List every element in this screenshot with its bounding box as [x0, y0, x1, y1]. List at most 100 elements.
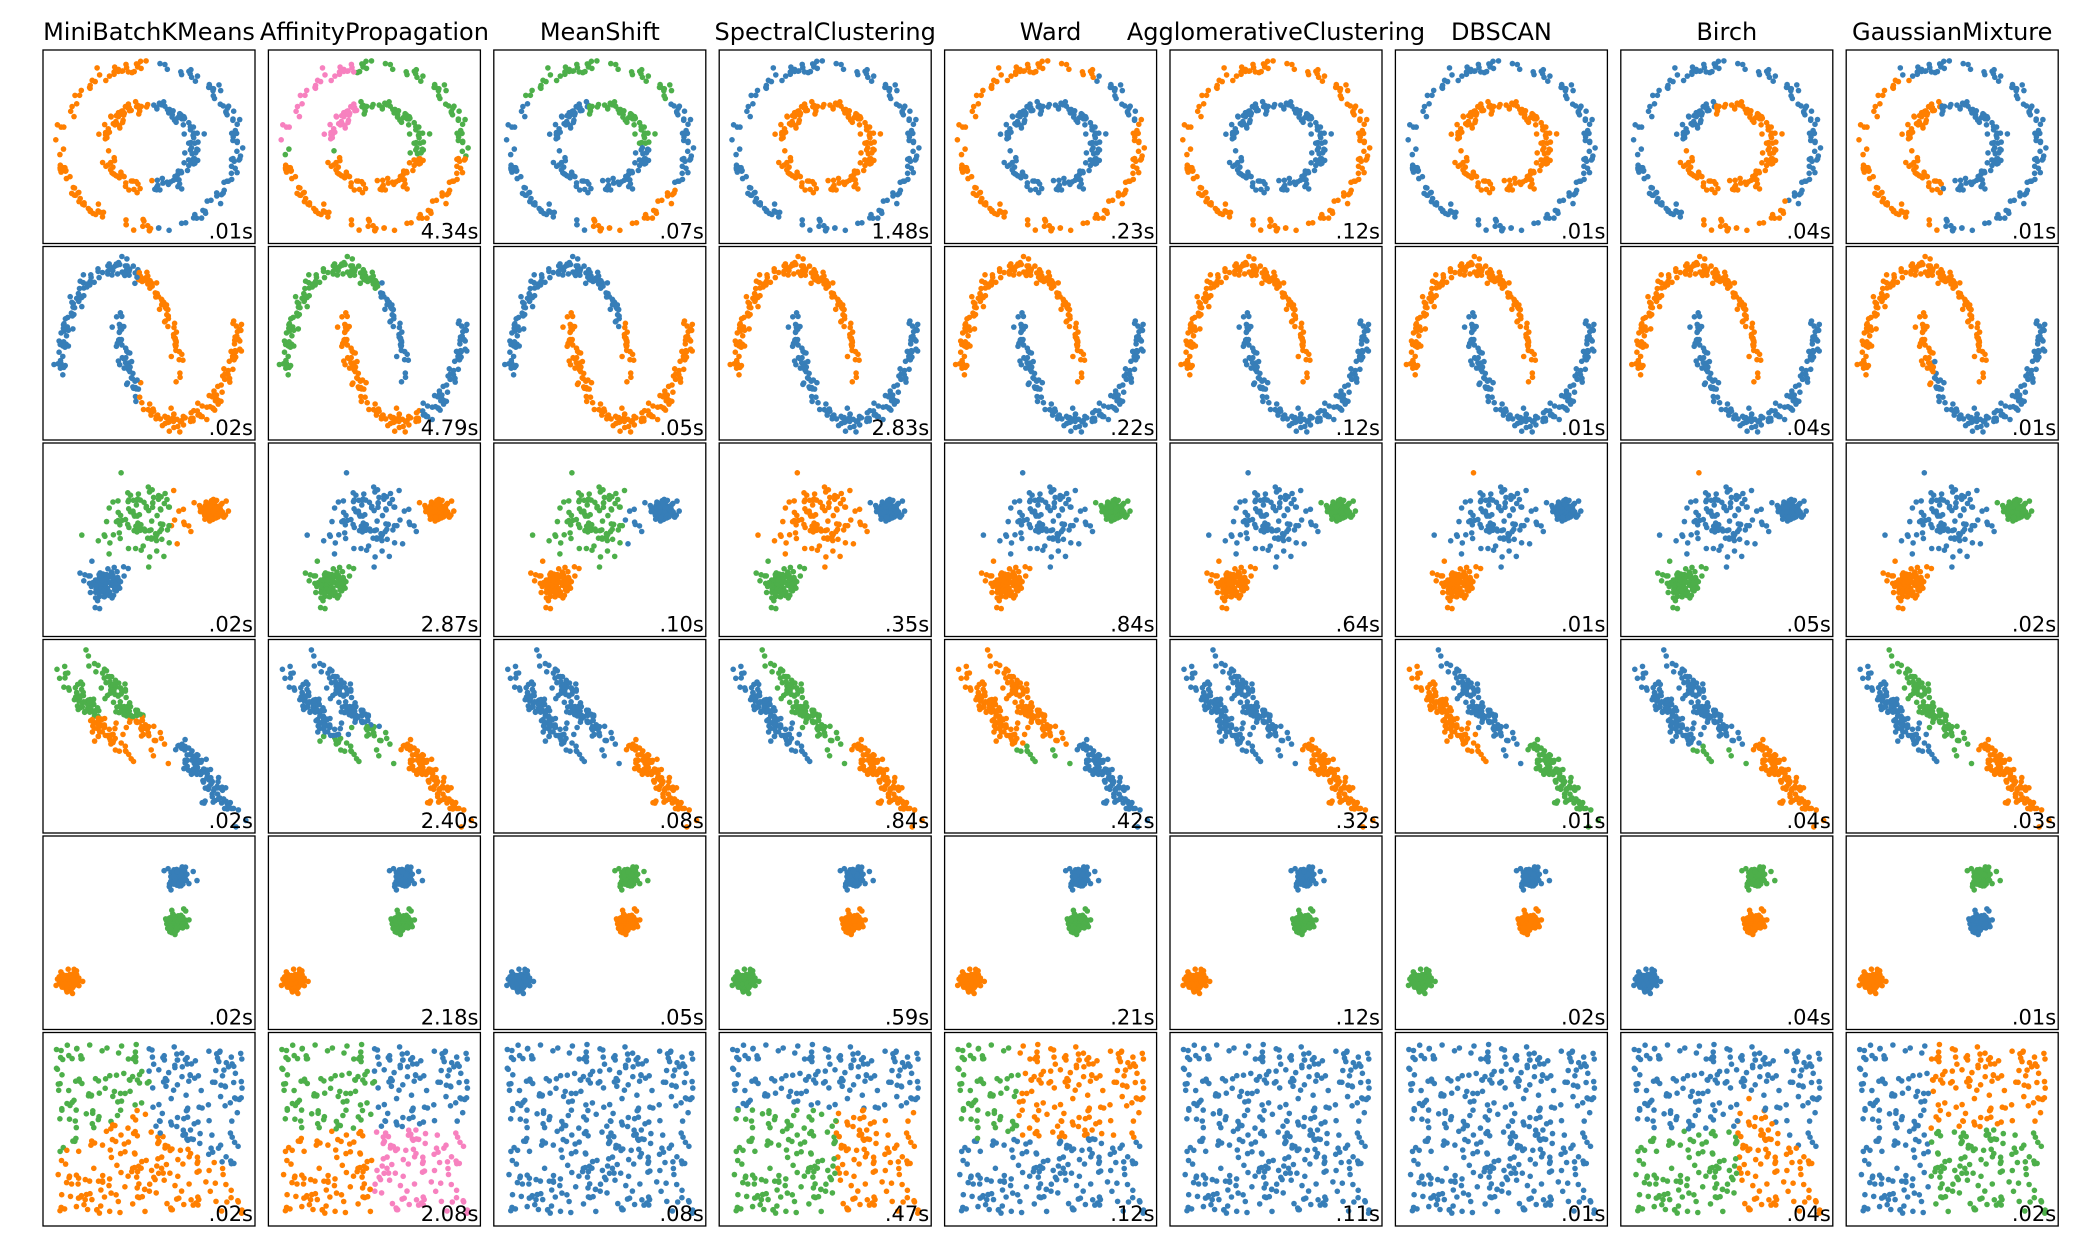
- point: [1363, 157, 1369, 163]
- point: [109, 324, 115, 330]
- point: [212, 398, 219, 404]
- point: [1222, 201, 1229, 207]
- point: [1125, 178, 1132, 184]
- point: [897, 187, 904, 194]
- point: [567, 125, 574, 131]
- point: [92, 78, 98, 85]
- point: [117, 125, 123, 131]
- point: [278, 137, 285, 143]
- point: [291, 327, 297, 334]
- point: [684, 148, 691, 155]
- point: [276, 361, 283, 368]
- point: [459, 138, 466, 145]
- point: [296, 311, 303, 318]
- point: [1268, 218, 1274, 224]
- point: [910, 328, 917, 335]
- column-title: DBSCAN: [1451, 18, 1552, 46]
- point: [1319, 211, 1325, 218]
- point: [1511, 102, 1517, 108]
- point: [1632, 122, 1638, 128]
- point: [510, 372, 517, 378]
- point: [284, 364, 290, 371]
- point: [234, 148, 240, 155]
- point: [1898, 208, 1905, 214]
- point: [397, 337, 404, 343]
- point: [1354, 379, 1360, 385]
- point: [793, 361, 799, 368]
- point: [217, 200, 224, 207]
- panel-frame: [493, 49, 707, 245]
- point: [1732, 177, 1738, 184]
- point: [171, 411, 177, 418]
- point: [1012, 120, 1018, 127]
- point: [1588, 157, 1595, 163]
- point: [1280, 294, 1286, 300]
- point: [60, 146, 67, 152]
- time-label: .01s: [1561, 220, 1605, 244]
- point: [1087, 119, 1094, 126]
- point: [1001, 269, 1007, 276]
- point: [116, 328, 123, 335]
- point: [675, 112, 681, 118]
- point: [893, 101, 900, 107]
- point: [1461, 324, 1468, 330]
- point: [1496, 104, 1502, 110]
- point: [1806, 170, 1812, 177]
- point: [360, 64, 366, 70]
- point: [321, 274, 328, 281]
- point: [579, 358, 586, 365]
- point: [1066, 66, 1072, 73]
- point: [862, 140, 868, 146]
- point: [332, 73, 338, 79]
- point: [336, 171, 343, 177]
- point: [1072, 411, 1079, 418]
- point: [1272, 273, 1278, 279]
- point: [95, 266, 101, 272]
- point: [1759, 160, 1765, 166]
- point: [1305, 69, 1311, 75]
- point: [1475, 217, 1482, 223]
- point: [907, 108, 913, 114]
- point: [143, 58, 149, 64]
- point: [1304, 370, 1310, 376]
- point: [1030, 358, 1036, 365]
- point: [1319, 160, 1325, 167]
- point: [134, 189, 140, 196]
- point: [1096, 408, 1102, 414]
- point: [444, 389, 451, 396]
- point: [1477, 69, 1484, 75]
- point: [2017, 190, 2023, 196]
- point: [352, 368, 359, 375]
- point: [1721, 58, 1727, 64]
- point: [1008, 263, 1014, 270]
- point: [854, 69, 860, 75]
- point: [1923, 117, 1930, 124]
- point: [1731, 184, 1738, 190]
- point: [1703, 69, 1709, 75]
- point: [1285, 102, 1292, 108]
- point: [628, 69, 635, 75]
- point: [429, 198, 436, 204]
- point: [1033, 68, 1039, 75]
- point: [1277, 406, 1283, 412]
- point: [836, 180, 842, 186]
- point: [771, 266, 777, 272]
- point: [616, 181, 622, 188]
- point: [844, 405, 851, 412]
- point: [679, 176, 686, 183]
- point: [1586, 138, 1593, 145]
- point: [2020, 101, 2027, 107]
- point: [1697, 68, 1704, 74]
- point: [407, 115, 413, 121]
- point: [1073, 117, 1079, 123]
- point: [1928, 69, 1935, 75]
- point: [325, 159, 331, 166]
- point: [1266, 399, 1272, 406]
- panel-frame: [1394, 49, 1609, 245]
- point: [1078, 348, 1084, 355]
- point: [801, 69, 808, 75]
- point: [1758, 122, 1764, 128]
- point: [650, 403, 656, 409]
- point: [810, 189, 817, 196]
